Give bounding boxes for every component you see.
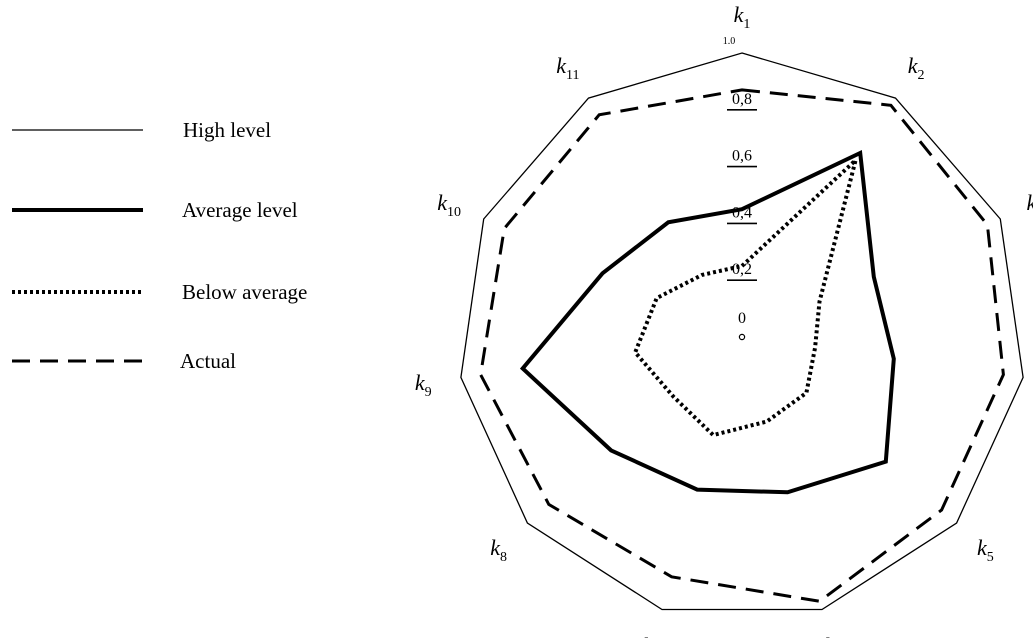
tick-label: 0,4 bbox=[732, 204, 752, 221]
tick-label-0: 0 bbox=[738, 310, 746, 327]
axis-label-k8: k8 bbox=[490, 535, 507, 565]
axis-label-k11: k11 bbox=[556, 53, 579, 83]
legend-label-actual: Actual bbox=[180, 349, 236, 373]
tick-label: 0,6 bbox=[732, 148, 752, 165]
center-marker bbox=[738, 333, 746, 341]
legend-label-high-level: High level bbox=[183, 118, 271, 142]
tick-label-top: 1.0 bbox=[723, 36, 736, 47]
tick-label: 0,8 bbox=[732, 91, 752, 108]
axis-label-k7: k7 bbox=[643, 633, 660, 638]
axis-label-k9: k9 bbox=[415, 370, 432, 400]
axis-label-k1: k1 bbox=[734, 2, 751, 32]
tick-label: 0,2 bbox=[732, 261, 752, 278]
legend-label-below-average: Below average bbox=[182, 280, 307, 304]
axis-label-k3: k3 bbox=[1027, 190, 1033, 220]
legend: High level Average level Below average Actu… bbox=[12, 118, 307, 373]
axis-label-k6: k6 bbox=[824, 633, 841, 638]
axis-label-layer: k1k2k3k4k5k6k7k8k9k10k11 bbox=[415, 2, 1033, 638]
legend-label-average-level: Average level bbox=[182, 198, 298, 222]
axis-label-k2: k2 bbox=[908, 53, 925, 83]
series-line-high-level bbox=[460, 52, 1024, 611]
axis-label-k10: k10 bbox=[437, 190, 461, 220]
series-line-below-average bbox=[632, 154, 860, 438]
series-line-average-level bbox=[519, 149, 896, 495]
series-layer bbox=[460, 52, 1024, 611]
axis-label-k5: k5 bbox=[977, 535, 994, 565]
radial-tick-layer: 0 0,2 0,4 0,6 0,8 1.0 bbox=[723, 36, 757, 341]
